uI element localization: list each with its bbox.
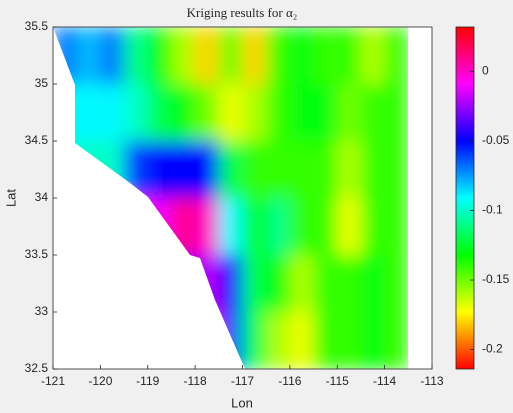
x-tick-label: -114 bbox=[373, 374, 396, 388]
y-tick-label: 32.5 bbox=[25, 361, 49, 375]
heat-cell bbox=[195, 84, 220, 142]
heat-cell bbox=[289, 27, 315, 85]
heat-cell bbox=[242, 255, 267, 313]
heat-cell bbox=[218, 27, 243, 85]
heat-cell bbox=[218, 84, 243, 142]
y-tick-label: 34.5 bbox=[25, 133, 49, 147]
x-axis-label: Lon bbox=[231, 395, 253, 410]
heat-cell bbox=[360, 255, 386, 313]
heat-cell bbox=[384, 312, 408, 369]
heat-cell bbox=[76, 27, 101, 85]
heat-cell bbox=[337, 141, 362, 199]
heat-cell bbox=[266, 84, 291, 142]
heat-cell bbox=[360, 141, 386, 199]
x-tick-label: -121 bbox=[41, 374, 65, 388]
heat-cell bbox=[289, 255, 315, 313]
x-tick-label: -119 bbox=[136, 374, 159, 388]
heat-cell bbox=[147, 27, 172, 85]
y-axis-label: Lat bbox=[3, 189, 18, 207]
heat-cell bbox=[289, 198, 315, 256]
heat-cell bbox=[360, 312, 386, 369]
heat-cell bbox=[76, 84, 101, 142]
x-tick-label: -115 bbox=[326, 374, 349, 388]
heat-cell bbox=[242, 27, 267, 85]
heat-cell bbox=[384, 255, 408, 313]
chart-title: Kriging results for α₂ bbox=[187, 5, 298, 20]
heat-cell bbox=[171, 27, 196, 85]
heat-cell bbox=[384, 198, 408, 256]
heat-cell bbox=[242, 84, 267, 142]
heat-cell bbox=[218, 141, 243, 199]
heat-cell bbox=[313, 141, 338, 199]
heat-cell bbox=[337, 27, 362, 85]
heat-cell bbox=[124, 84, 149, 142]
heat-cell bbox=[195, 198, 220, 256]
heat-cell bbox=[242, 141, 267, 199]
heat-cell bbox=[337, 84, 362, 142]
heat-cell bbox=[195, 27, 220, 85]
colorbar-tick-label: -0.05 bbox=[482, 133, 510, 147]
heat-cell bbox=[266, 141, 291, 199]
heat-cell bbox=[266, 198, 291, 256]
heat-cell bbox=[266, 312, 291, 369]
y-tick-label: 34 bbox=[35, 190, 49, 204]
x-tick-label: -117 bbox=[231, 374, 254, 388]
x-tick-label: -120 bbox=[88, 374, 112, 388]
colorbar-tick-label: -0.2 bbox=[482, 342, 503, 356]
heat-cell bbox=[266, 255, 291, 313]
y-tick-label: 35 bbox=[35, 76, 49, 90]
heat-cell bbox=[171, 141, 196, 199]
heat-cell bbox=[100, 84, 125, 142]
heat-cell bbox=[171, 84, 196, 142]
heat-cell bbox=[313, 27, 338, 85]
heat-cell bbox=[242, 198, 267, 256]
colorbar-tick-label: 0 bbox=[482, 64, 489, 78]
y-tick-label: 33.5 bbox=[25, 247, 49, 261]
heat-cell bbox=[218, 198, 243, 256]
heat-cell bbox=[313, 198, 338, 256]
heat-cell bbox=[147, 84, 172, 142]
heat-cell bbox=[337, 198, 362, 256]
heat-cell bbox=[360, 84, 386, 142]
heat-cell bbox=[266, 27, 291, 85]
heat-cell bbox=[124, 27, 149, 85]
colorbar-tick-label: -0.1 bbox=[482, 203, 503, 217]
heat-cell bbox=[289, 84, 315, 142]
heat-cell bbox=[313, 255, 338, 313]
heat-cell bbox=[313, 84, 338, 142]
y-tick-label: 33 bbox=[35, 304, 49, 318]
heat-cell bbox=[147, 141, 172, 199]
heat-cell bbox=[384, 27, 408, 85]
colorbar bbox=[455, 26, 475, 370]
heat-cell bbox=[218, 255, 243, 313]
heat-cell bbox=[289, 312, 315, 369]
heat-cell bbox=[360, 198, 386, 256]
x-tick-label: -116 bbox=[278, 374, 301, 388]
heat-cell bbox=[384, 141, 408, 199]
heat-cell bbox=[360, 27, 386, 85]
heat-cell bbox=[337, 255, 362, 313]
x-tick-label: -113 bbox=[420, 374, 443, 388]
heat-cell bbox=[195, 141, 220, 199]
colorbar-tick-label: -0.15 bbox=[482, 272, 510, 286]
heat-cell bbox=[337, 312, 362, 369]
heat-cell bbox=[242, 312, 267, 369]
x-tick-label: -118 bbox=[184, 374, 207, 388]
heat-cell bbox=[289, 141, 315, 199]
heat-cell bbox=[100, 27, 125, 85]
coast-mask bbox=[53, 27, 245, 369]
heat-cell bbox=[313, 312, 338, 369]
heat-cell bbox=[384, 84, 408, 142]
y-tick-label: 35.5 bbox=[25, 19, 49, 33]
